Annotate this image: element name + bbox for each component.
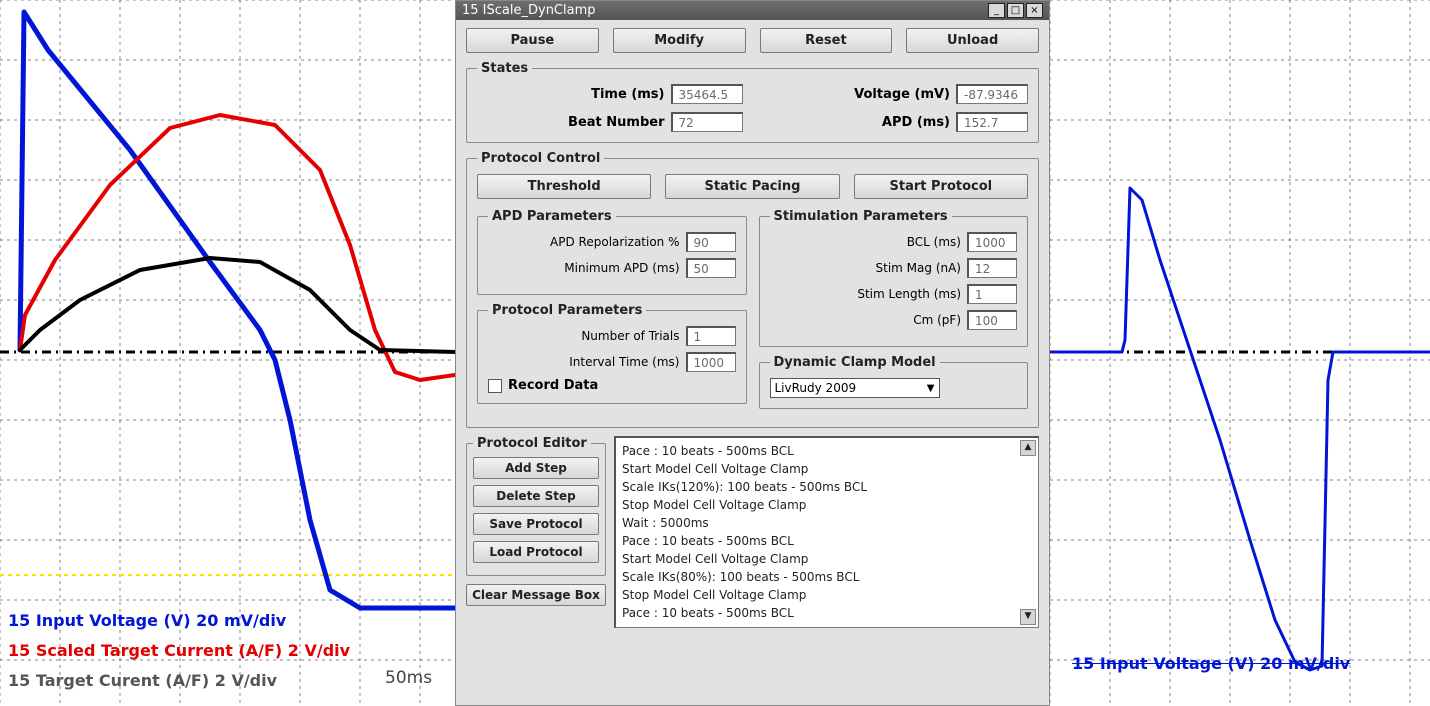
log-line: Pace : 10 beats - 500ms BCL — [622, 442, 1032, 460]
min-apd-field[interactable]: 50 — [686, 258, 736, 278]
bcl-field[interactable]: 1000 — [967, 232, 1017, 252]
log-line: Wait : 5000ms — [622, 514, 1032, 532]
unload-button[interactable]: Unload — [906, 28, 1039, 53]
interval-label: Interval Time (ms) — [569, 355, 679, 369]
bcl-label: BCL (ms) — [907, 235, 961, 249]
add-step-button[interactable]: Add Step — [473, 457, 599, 479]
dialog-title: 15 IScale_DynClamp — [462, 3, 986, 18]
log-line: Stop Model Cell Voltage Clamp — [622, 586, 1032, 604]
left-time-scale-label: 50ms — [385, 668, 432, 688]
protocol-editor-group: Protocol Editor Add Step Delete Step Sav… — [466, 436, 606, 576]
checkbox-icon — [488, 379, 502, 393]
start-protocol-button[interactable]: Start Protocol — [854, 174, 1028, 199]
states-legend: States — [477, 61, 532, 76]
proto-params-legend: Protocol Parameters — [488, 303, 646, 318]
dynclamp-dialog: 15 IScale_DynClamp _ □ × Pause Modify Re… — [455, 0, 1050, 706]
modify-button[interactable]: Modify — [613, 28, 746, 53]
pause-button[interactable]: Pause — [466, 28, 599, 53]
editor-legend: Protocol Editor — [473, 436, 591, 451]
stim-len-field[interactable]: 1 — [967, 284, 1017, 304]
proto-params-group: Protocol Parameters Number of Trials 1 I… — [477, 303, 747, 404]
apd-label: APD (ms) — [882, 115, 950, 130]
repol-field[interactable]: 90 — [686, 232, 736, 252]
beat-label: Beat Number — [568, 115, 664, 130]
chevron-down-icon: ▼ — [927, 383, 935, 394]
min-apd-label: Minimum APD (ms) — [564, 261, 679, 275]
stim-len-label: Stim Length (ms) — [857, 287, 961, 301]
cm-label: Cm (pF) — [913, 313, 961, 327]
maximize-icon[interactable]: □ — [1007, 3, 1024, 18]
left-signal-plot: 15 Input Voltage (V) 20 mV/div 15 Scaled… — [0, 0, 455, 706]
minimize-icon[interactable]: _ — [988, 3, 1005, 18]
dynclamp-model-select[interactable]: LivRudy 2009 ▼ — [770, 378, 940, 398]
log-line: Pace : 10 beats - 500ms BCL — [622, 604, 1032, 622]
trials-field[interactable]: 1 — [686, 326, 736, 346]
record-data-checkbox[interactable]: Record Data — [488, 378, 736, 393]
load-protocol-button[interactable]: Load Protocol — [473, 541, 599, 563]
time-label: Time (ms) — [591, 87, 664, 102]
apd-field[interactable]: 152.7 — [956, 112, 1028, 132]
record-label: Record Data — [508, 378, 598, 393]
protocol-legend: Protocol Control — [477, 151, 604, 166]
interval-field[interactable]: 1000 — [686, 352, 736, 372]
right-legend-voltage: 15 Input Voltage (V) 20 mV/div — [1072, 654, 1350, 673]
repol-label: APD Repolarization % — [550, 235, 679, 249]
log-line: Scale IKs(120%): 100 beats - 500ms BCL — [622, 478, 1032, 496]
message-log[interactable]: ▲ Pace : 10 beats - 500ms BCLStart Model… — [614, 436, 1039, 628]
save-protocol-button[interactable]: Save Protocol — [473, 513, 599, 535]
protocol-control-group: Protocol Control Threshold Static Pacing… — [466, 151, 1039, 428]
right-signal-plot: 15 Input Voltage (V) 20 mV/div — [1050, 0, 1430, 706]
apd-params-group: APD Parameters APD Repolarization % 90 M… — [477, 209, 747, 295]
voltage-label: Voltage (mV) — [854, 87, 950, 102]
log-line: Start Model Cell Voltage Clamp — [622, 550, 1032, 568]
stim-params-group: Stimulation Parameters BCL (ms) 1000 Sti… — [759, 209, 1029, 347]
dialog-titlebar[interactable]: 15 IScale_DynClamp _ □ × — [456, 1, 1049, 20]
stim-mag-label: Stim Mag (nA) — [876, 261, 961, 275]
close-icon[interactable]: × — [1026, 3, 1043, 18]
dynclamp-model-group: Dynamic Clamp Model LivRudy 2009 ▼ — [759, 355, 1029, 409]
scroll-up-icon[interactable]: ▲ — [1020, 440, 1036, 456]
states-group: States Time (ms) 35464.5 Voltage (mV) -8… — [466, 61, 1039, 143]
apd-params-legend: APD Parameters — [488, 209, 616, 224]
beat-field[interactable]: 72 — [671, 112, 743, 132]
dynclamp-legend: Dynamic Clamp Model — [770, 355, 940, 370]
stim-params-legend: Stimulation Parameters — [770, 209, 952, 224]
log-line: Stop Model Cell Voltage Clamp — [622, 496, 1032, 514]
log-line: Scale IKs(80%): 100 beats - 500ms BCL — [622, 568, 1032, 586]
dynclamp-model-value: LivRudy 2009 — [775, 381, 857, 395]
log-line: Pace : 10 beats - 500ms BCL — [622, 532, 1032, 550]
log-line: Start Model Cell Voltage Clamp — [622, 460, 1032, 478]
left-legend-voltage: 15 Input Voltage (V) 20 mV/div — [8, 611, 286, 630]
reset-button[interactable]: Reset — [760, 28, 893, 53]
stim-mag-field[interactable]: 12 — [967, 258, 1017, 278]
left-legend-scaled-current: 15 Scaled Target Current (A/F) 2 V/div — [8, 641, 350, 660]
time-field[interactable]: 35464.5 — [671, 84, 743, 104]
threshold-button[interactable]: Threshold — [477, 174, 651, 199]
left-legend-target-current: 15 Target Curent (A/F) 2 V/div — [8, 671, 277, 690]
clear-message-button[interactable]: Clear Message Box — [466, 584, 606, 606]
static-pacing-button[interactable]: Static Pacing — [665, 174, 839, 199]
delete-step-button[interactable]: Delete Step — [473, 485, 599, 507]
scroll-down-icon[interactable]: ▼ — [1020, 609, 1036, 625]
trials-label: Number of Trials — [581, 329, 679, 343]
cm-field[interactable]: 100 — [967, 310, 1017, 330]
voltage-field[interactable]: -87.9346 — [956, 84, 1028, 104]
